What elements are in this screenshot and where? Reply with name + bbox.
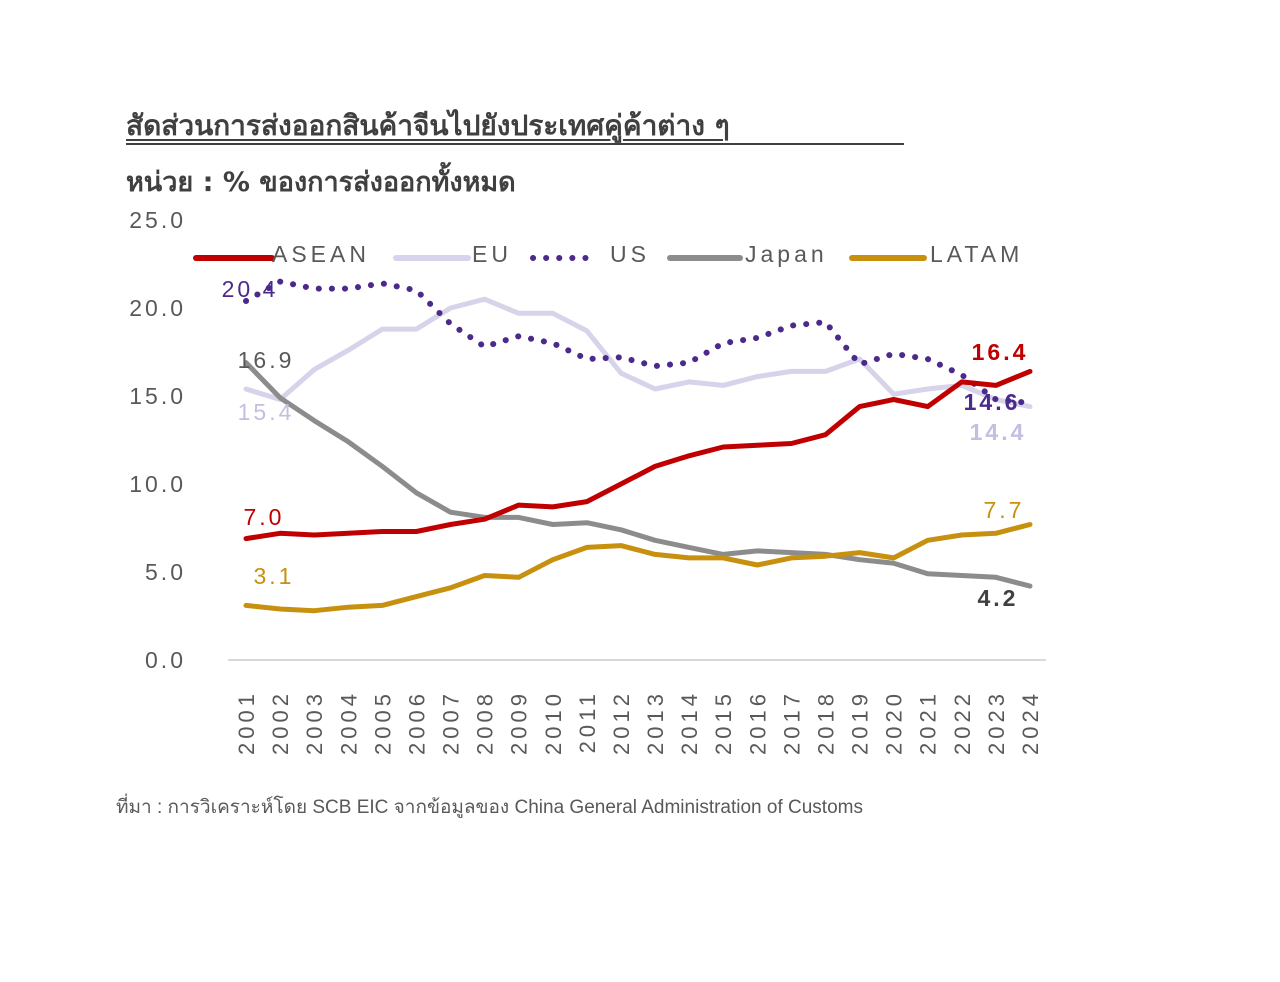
x-tick-label: 2020 [882, 690, 907, 755]
x-tick-label: 2001 [234, 690, 259, 755]
legend-label-us: US [610, 241, 650, 267]
legend-label-asean: ASEAN [272, 241, 370, 267]
y-tick-label: 0.0 [145, 647, 186, 673]
x-tick-label: 2011 [575, 690, 600, 753]
chart-subtitle: หน่วย : % ของการส่งออกทั้งหมด [126, 167, 516, 198]
x-tick-label: 2014 [677, 690, 702, 755]
x-tick-label: 2009 [507, 690, 532, 755]
y-tick-label: 10.0 [129, 471, 186, 497]
y-tick-label: 5.0 [145, 559, 186, 585]
x-tick-label: 2015 [711, 690, 736, 755]
data-label-eu: 15.4 [238, 399, 295, 425]
x-tick-label: 2013 [643, 690, 668, 755]
x-tick-label: 2004 [336, 690, 361, 755]
x-tick-label: 2022 [950, 690, 975, 755]
series-line-us [243, 278, 1033, 406]
series-line-japan [243, 360, 1033, 589]
x-tick-label: 2005 [370, 690, 395, 755]
data-label-asean: 16.4 [972, 339, 1029, 365]
x-tick-label: 2012 [609, 690, 634, 755]
x-tick-label: 2007 [439, 690, 464, 755]
data-label-eu: 14.4 [970, 419, 1027, 445]
chart-title: สัดส่วนการส่งออกสินค้าจีนไปยังประเทศคู่ค… [126, 109, 730, 142]
y-tick-label: 15.0 [129, 383, 186, 409]
x-tick-label: 2017 [779, 690, 804, 755]
x-tick-label: 2021 [916, 690, 941, 755]
x-tick-label: 2003 [302, 690, 327, 755]
data-label-japan: 16.9 [238, 347, 295, 373]
x-tick-label: 2018 [813, 690, 838, 755]
data-label-latam: 7.7 [984, 497, 1025, 523]
data-label-latam: 3.1 [254, 563, 295, 589]
data-label-us: 20.4 [222, 276, 279, 302]
x-tick-label: 2023 [984, 690, 1009, 755]
legend-label-japan: Japan [745, 241, 828, 267]
series-line-asean [243, 368, 1033, 542]
series-line-latam [243, 522, 1033, 614]
series-line-eu [243, 296, 1033, 410]
data-label-japan: 4.2 [978, 585, 1019, 611]
y-tick-label: 25.0 [129, 207, 186, 233]
x-tick-label: 2016 [745, 690, 770, 755]
x-tick-label: 2002 [268, 690, 293, 755]
title-underline [126, 143, 904, 145]
y-tick-label: 20.0 [129, 295, 186, 321]
source-note: ที่มา : การวิเคราะห์โดย SCB EIC จากข้อมู… [116, 797, 863, 818]
x-tick-label: 2024 [1018, 690, 1043, 755]
x-tick-label: 2006 [404, 690, 429, 755]
data-label-us: 14.6 [964, 389, 1021, 415]
x-tick-label: 2019 [848, 690, 873, 755]
data-label-asean: 7.0 [244, 504, 285, 530]
x-tick-label: 2008 [473, 690, 498, 755]
legend-label-latam: LATAM [930, 241, 1023, 267]
x-tick-label: 2010 [541, 690, 566, 755]
legend-label-eu: EU [472, 241, 512, 267]
